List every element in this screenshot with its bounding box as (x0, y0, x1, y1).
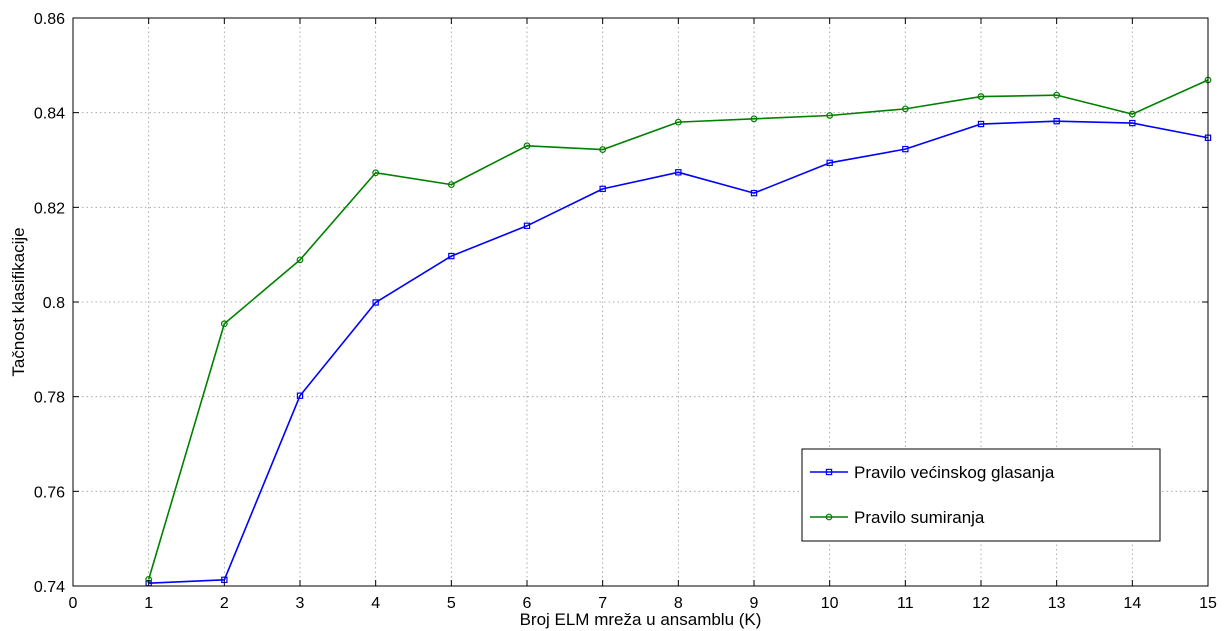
y-tick-label: 0.8 (43, 295, 65, 312)
data-point (675, 169, 682, 176)
y-tick-label: 0.84 (34, 106, 65, 123)
legend-label-majority: Pravilo većinskog glasanja (854, 463, 1055, 482)
x-tick-label: 9 (750, 595, 759, 612)
x-tick-label: 11 (897, 595, 914, 612)
x-tick-label: 2 (220, 595, 229, 612)
legend-box (801, 448, 1161, 542)
y-axis-label: Tačnost klasifikacije (9, 227, 28, 376)
data-point (1129, 119, 1136, 127)
data-point (1128, 110, 1136, 118)
data-point (826, 112, 834, 119)
legend-marker-sum (825, 513, 833, 521)
data-point (826, 159, 833, 167)
x-tick-label: 0 (69, 595, 78, 612)
x-tick-label: 6 (523, 595, 532, 612)
data-point (674, 118, 682, 126)
data-point (750, 115, 758, 123)
series-layer (145, 76, 1212, 587)
data-point (447, 181, 455, 189)
data-point (1053, 117, 1060, 125)
y-tick-label: 0.82 (34, 200, 65, 217)
data-point (902, 145, 909, 153)
x-tick-label: 1 (144, 595, 153, 612)
data-point (599, 146, 607, 153)
series-majority-vote (145, 117, 1212, 587)
x-tick-label: 4 (371, 595, 380, 612)
data-point (296, 256, 304, 264)
x-axis-label: Broj ELM mreža u ansamblu (K) (520, 610, 762, 629)
x-tick-label: 5 (447, 595, 456, 612)
legend-label-sum: Pravilo sumiranja (854, 508, 985, 527)
x-tick-label: 10 (821, 595, 839, 612)
data-point (1053, 91, 1061, 99)
y-tick-label: 0.74 (34, 579, 65, 596)
legend-marker-majority (825, 468, 833, 476)
y-tick-label: 0.78 (34, 390, 65, 407)
x-tick-label: 8 (674, 595, 683, 612)
data-point (977, 120, 985, 128)
x-tick-label: 15 (1199, 595, 1217, 612)
y-tick-label: 0.76 (34, 484, 65, 501)
data-point (220, 320, 228, 328)
x-tick-label: 14 (1123, 595, 1141, 612)
data-point (750, 189, 758, 197)
x-tick-label: 13 (1048, 595, 1066, 612)
legend: Pravilo većinskog glasanja Pravilo sumir… (801, 448, 1161, 542)
data-point (523, 222, 531, 229)
data-point (977, 93, 985, 100)
x-tick-label: 3 (296, 595, 305, 612)
data-point (372, 169, 380, 177)
series-line (147, 79, 1209, 580)
data-point (448, 252, 455, 260)
data-point (372, 299, 379, 306)
data-point (523, 142, 531, 150)
x-tick-label: 7 (598, 595, 607, 612)
data-point (296, 392, 304, 399)
axis-ticks: 0 1 2 3 4 5 6 7 8 9 10 11 12 13 14 150.740.760.780.80.8… (34, 11, 1217, 612)
data-point (901, 105, 909, 113)
series-summation (145, 76, 1212, 583)
y-tick-label: 0.86 (34, 11, 65, 28)
data-point (599, 185, 606, 193)
series-line (148, 120, 1209, 584)
x-tick-label: 12 (972, 595, 990, 612)
